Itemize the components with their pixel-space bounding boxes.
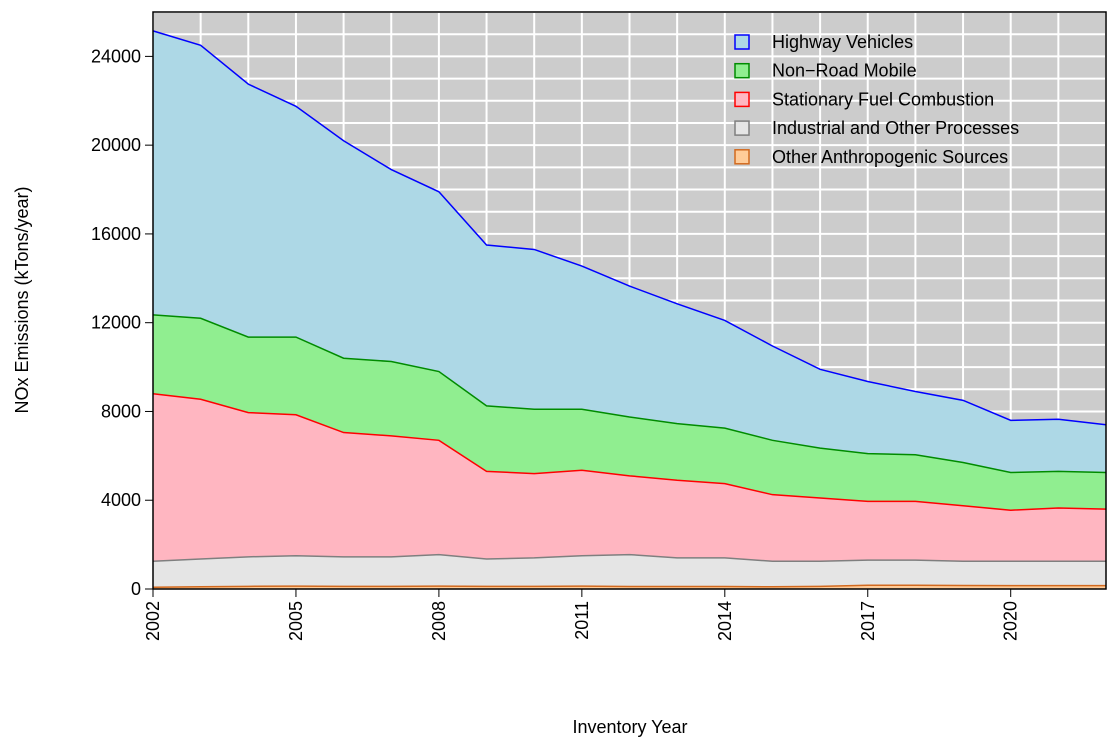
y-tick-label: 8000 bbox=[101, 401, 141, 421]
area bbox=[153, 393, 1106, 562]
x-tick-label: 2017 bbox=[858, 601, 878, 641]
area-line bbox=[152, 553, 1106, 563]
legend-swatch bbox=[734, 62, 750, 79]
legend-label: Non−Road Mobile bbox=[772, 61, 917, 81]
y-tick-label: 0 bbox=[131, 579, 141, 599]
area-line bbox=[152, 314, 1107, 474]
y-axis-label: NOx Emissions (kTons/year) bbox=[12, 186, 32, 413]
y-tick-label: 4000 bbox=[101, 490, 141, 510]
x-tick-label: 2011 bbox=[572, 601, 592, 640]
legend-swatch bbox=[734, 120, 750, 136]
legend-label: Highway Vehicles bbox=[772, 32, 913, 52]
x-axis-label: Inventory Year bbox=[572, 717, 687, 737]
y-tick-label: 12000 bbox=[91, 313, 141, 333]
area-line bbox=[152, 392, 1107, 511]
y-tick-label: 16000 bbox=[91, 224, 141, 244]
area bbox=[153, 30, 1106, 473]
area-line bbox=[152, 30, 1107, 426]
area bbox=[153, 314, 1106, 511]
x-tick-label: 2020 bbox=[1001, 601, 1021, 641]
y-tick-label: 24000 bbox=[91, 46, 141, 66]
x-tick-label: 2014 bbox=[715, 601, 735, 641]
legend-swatch bbox=[734, 34, 750, 50]
area bbox=[153, 554, 1106, 588]
x-tick-label: 2008 bbox=[429, 601, 449, 641]
legend-swatch bbox=[734, 149, 750, 165]
legend-swatch bbox=[734, 91, 750, 108]
area-line bbox=[152, 584, 1106, 588]
y-tick-label: 20000 bbox=[91, 135, 141, 155]
x-tick-label: 2002 bbox=[143, 601, 163, 641]
legend-label: Industrial and Other Processes bbox=[772, 118, 1019, 138]
legend-label: Other Anthropogenic Sources bbox=[772, 147, 1008, 167]
legend-label: Stationary Fuel Combustion bbox=[772, 89, 994, 109]
x-tick-label: 2005 bbox=[286, 601, 306, 641]
plot-frame bbox=[152, 11, 1107, 590]
